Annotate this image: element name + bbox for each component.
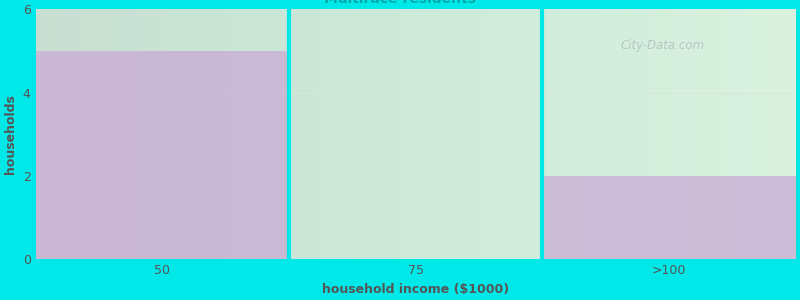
Bar — [35, 51, 289, 260]
X-axis label: household income ($1000): household income ($1000) — [322, 283, 510, 296]
Text: Multirace residents: Multirace residents — [324, 0, 476, 6]
Text: City-Data.com: City-Data.com — [621, 39, 705, 52]
Bar — [542, 176, 796, 260]
Y-axis label: households: households — [4, 94, 17, 174]
